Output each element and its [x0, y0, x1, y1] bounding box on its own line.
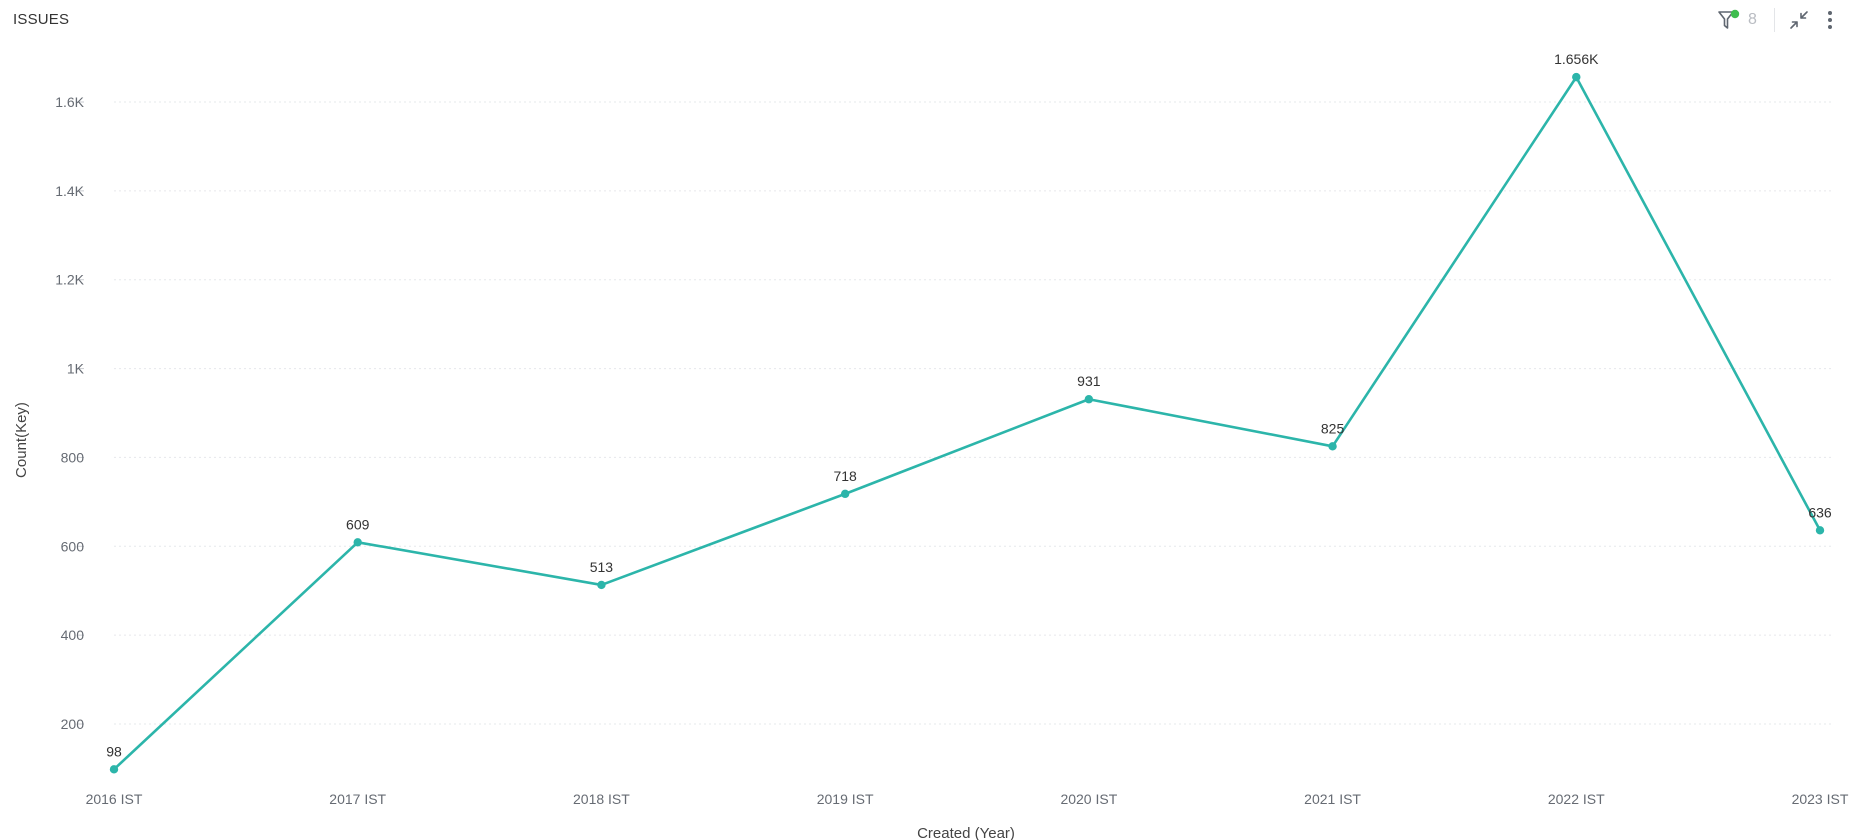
data-points [109, 72, 1825, 774]
data-point[interactable] [1328, 442, 1337, 451]
filter-icon [1718, 9, 1740, 29]
data-point[interactable] [1084, 395, 1094, 404]
chart-header: ISSUES 8 [0, 0, 1858, 40]
data-point[interactable] [597, 580, 606, 590]
more-vertical-icon [1828, 11, 1832, 29]
toolbar-divider [1774, 8, 1775, 32]
series-line [113, 75, 1822, 771]
data-label: 718 [833, 468, 857, 484]
data-label: 98 [106, 743, 122, 759]
filter-button[interactable] [1716, 8, 1742, 32]
y-axis-ticks: 200 400 600 800 1K 1.2K 1.4K 1.6K [55, 94, 84, 732]
y-tick-label: 1K [67, 361, 85, 377]
collapse-icon [1790, 11, 1808, 29]
x-tick-label: 2021 IST [1304, 791, 1361, 807]
x-tick-label: 2023 IST [1792, 791, 1849, 807]
data-label: 931 [1077, 373, 1101, 389]
y-tick-label: 1.6K [55, 94, 84, 110]
filter-count: 8 [1748, 11, 1757, 28]
x-axis-ticks: 2016 IST 2017 IST 2018 IST 2019 IST 2020 IST… [86, 791, 1849, 807]
data-point[interactable] [353, 538, 362, 547]
data-label: 636 [1808, 504, 1832, 520]
y-tick-label: 1.2K [55, 272, 84, 288]
data-point[interactable] [1815, 526, 1825, 535]
y-tick-label: 800 [61, 449, 85, 465]
active-filter-dot [1730, 9, 1740, 19]
data-point[interactable] [109, 765, 119, 774]
y-tick-label: 200 [61, 716, 85, 732]
collapse-button[interactable] [1788, 9, 1810, 31]
data-label: 609 [346, 516, 370, 532]
grid-lines [114, 101, 1834, 725]
data-point[interactable] [840, 489, 850, 499]
x-tick-label: 2016 IST [86, 791, 143, 807]
x-axis-label: Created (Year) [917, 825, 1015, 840]
more-menu-button[interactable] [1823, 9, 1837, 31]
chart-toolbar: 8 [1708, 6, 1858, 34]
y-tick-label: 600 [61, 538, 85, 554]
x-tick-label: 2020 IST [1060, 791, 1117, 807]
x-tick-label: 2018 IST [573, 791, 630, 807]
data-point[interactable] [1572, 72, 1581, 82]
data-labels: 98 609 513 718 931 825 1.656K 636 [106, 51, 1832, 759]
x-tick-label: 2019 IST [817, 791, 874, 807]
chart-title: ISSUES [13, 11, 70, 28]
x-tick-label: 2022 IST [1548, 791, 1605, 807]
y-tick-label: 400 [61, 627, 85, 643]
data-label: 513 [590, 559, 614, 575]
y-tick-label: 1.4K [55, 183, 84, 199]
series-line-group [113, 75, 1822, 771]
data-label: 825 [1321, 420, 1345, 436]
data-label: 1.656K [1554, 51, 1599, 67]
y-axis-label: Count(Key) [13, 402, 30, 478]
x-tick-label: 2017 IST [329, 791, 386, 807]
